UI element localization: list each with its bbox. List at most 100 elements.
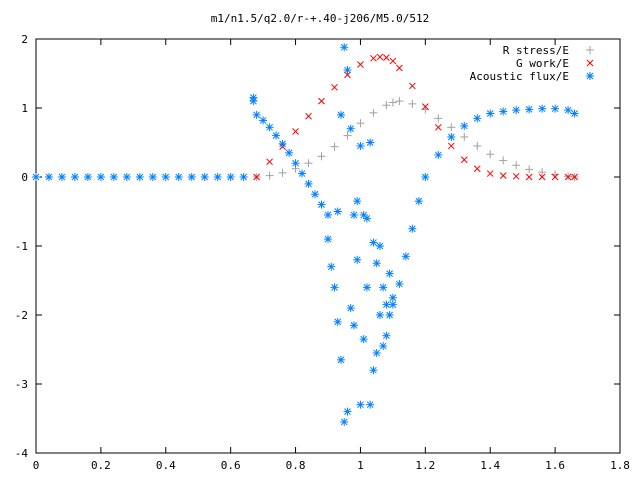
- data-point: [473, 165, 481, 173]
- x-tick-label: 1: [357, 459, 364, 472]
- data-point: [291, 159, 300, 168]
- x-tick-label: 0.8: [286, 459, 306, 472]
- data-point: [525, 165, 534, 174]
- data-point: [356, 400, 365, 409]
- data-point: [346, 124, 355, 133]
- data-point: [353, 255, 362, 264]
- data-point: [389, 57, 397, 65]
- data-point: [379, 342, 388, 351]
- data-point: [434, 123, 442, 131]
- data-point: [292, 128, 299, 135]
- data-point: [370, 54, 377, 62]
- data-point: [213, 173, 222, 181]
- data-point: [366, 138, 375, 147]
- data-point: [473, 141, 482, 150]
- data-point: [333, 317, 342, 326]
- data-point: [340, 43, 349, 52]
- data-point: [252, 110, 261, 119]
- data-point: [369, 238, 378, 247]
- data-point: [148, 173, 157, 181]
- axis-ticks: 0 0.2 0.4 0.6 0.8 1 1.2 1.4 1.6 1.8 2 1 0 -1 -2 -3 -4: [15, 33, 630, 472]
- data-point: [551, 173, 559, 181]
- data-point: [259, 116, 268, 125]
- data-point: [375, 311, 384, 319]
- data-point: [96, 173, 105, 181]
- data-point: [356, 141, 365, 150]
- data-point: [434, 114, 443, 123]
- data-point: [388, 98, 397, 107]
- data-point: [395, 279, 404, 288]
- data-point: [571, 173, 578, 181]
- data-point: [44, 173, 53, 181]
- data-point: [388, 300, 397, 309]
- data-point: [343, 66, 352, 75]
- data-point: [447, 142, 455, 150]
- data-point: [382, 331, 391, 340]
- data-point: [382, 101, 391, 110]
- data-point: [421, 103, 429, 110]
- data-point: [564, 173, 572, 181]
- x-tick-label: 1.8: [610, 459, 630, 472]
- data-point: [57, 173, 66, 181]
- data-point: [383, 54, 390, 61]
- data-point: [408, 99, 417, 108]
- data-point: [265, 171, 274, 180]
- data-point: [499, 172, 507, 179]
- data-point: [253, 173, 260, 181]
- data-point: [336, 110, 345, 119]
- data-point: [362, 214, 371, 223]
- data-point: [249, 97, 258, 106]
- y-tick-label: 1: [21, 102, 28, 115]
- data-point: [174, 173, 183, 181]
- data-point: [266, 158, 273, 166]
- data-point: [385, 269, 394, 278]
- x-tick-label: 0.2: [91, 459, 111, 472]
- data-point: [359, 335, 368, 344]
- data-point: [538, 104, 547, 113]
- legend-label: G work/E: [516, 57, 569, 70]
- y-tick-label: -3: [15, 378, 28, 391]
- data-point: [396, 64, 403, 72]
- data-point: [340, 417, 349, 426]
- data-point: [353, 197, 362, 206]
- data-point: [551, 104, 560, 113]
- data-point: [586, 72, 594, 80]
- data-point: [161, 173, 170, 181]
- data-point: [499, 107, 508, 116]
- data-point: [525, 173, 533, 181]
- data-point: [70, 173, 79, 181]
- data-point: [366, 400, 375, 409]
- data-point: [32, 173, 40, 181]
- chart-title: m1/n1.5/q2.0/r-+.40-j206/M5.0/512: [211, 12, 430, 25]
- data-point: [265, 123, 274, 132]
- data-point: [349, 321, 358, 330]
- data-point: [414, 197, 423, 206]
- data-point: [135, 173, 144, 181]
- data-point: [564, 106, 573, 115]
- data-point: [305, 112, 312, 120]
- data-point: [362, 283, 371, 292]
- data-point: [421, 173, 430, 181]
- data-point: [311, 190, 320, 199]
- data-point: [369, 366, 378, 375]
- series-layer: [32, 43, 579, 426]
- data-point: [327, 262, 336, 271]
- data-point: [434, 150, 443, 159]
- data-point: [447, 123, 456, 132]
- data-point: [187, 173, 196, 181]
- data-point: [376, 53, 384, 61]
- data-point: [409, 82, 416, 90]
- y-tick-label: -2: [15, 309, 28, 322]
- data-point: [298, 169, 307, 178]
- data-point: [122, 173, 131, 181]
- legend-label: R stress/E: [503, 44, 569, 57]
- series: [252, 97, 579, 181]
- data-point: [375, 242, 384, 250]
- data-point: [486, 170, 494, 177]
- data-point: [343, 407, 352, 416]
- data-point: [385, 311, 394, 319]
- data-point: [525, 105, 534, 114]
- y-tick-label: -1: [15, 240, 28, 253]
